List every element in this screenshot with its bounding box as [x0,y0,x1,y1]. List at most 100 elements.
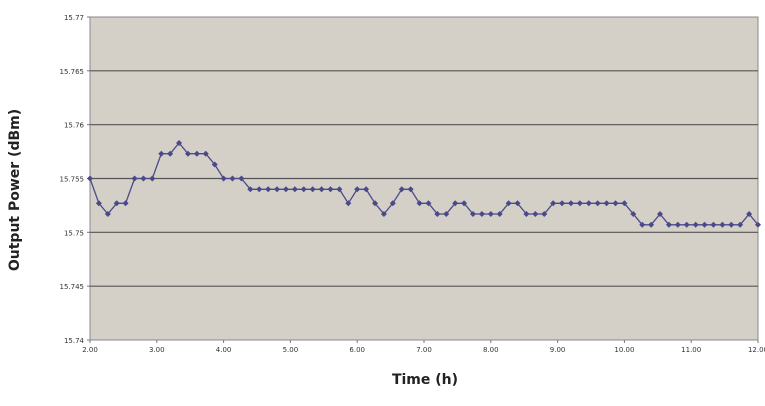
x-tick-label: 8.00 [483,346,499,354]
data-point [701,221,708,228]
data-point [469,211,476,218]
x-tick-label: 4.00 [216,346,232,354]
y-tick-label: 15.77 [64,14,84,22]
data-point [719,221,726,228]
x-tick-label: 5.00 [283,346,299,354]
data-point [167,150,174,157]
y-tick-label: 15.755 [60,176,85,184]
data-point [639,221,646,228]
data-point [683,221,690,228]
y-axis-label-container: Output Power (dBm) [2,60,28,320]
data-point [657,211,664,218]
data-point [728,221,735,228]
data-point [122,200,129,207]
y-tick-label: 15.75 [64,229,84,237]
y-tick-label: 15.765 [60,68,85,76]
data-point [523,211,530,218]
data-point [140,175,147,182]
data-point [612,200,619,207]
data-point [416,200,423,207]
x-tick-label: 9.00 [550,346,566,354]
data-point [220,175,227,182]
data-point [496,211,503,218]
data-point [443,211,450,218]
data-point [104,211,111,218]
data-point [309,186,316,193]
series-line [89,141,759,226]
data-point [113,200,120,207]
data-point [541,211,548,218]
data-point [550,200,557,207]
data-point [737,221,744,228]
data-point [202,150,209,157]
data-point [149,175,156,182]
data-point [158,150,165,157]
data-point [345,200,352,207]
data-point [594,200,601,207]
data-point [176,139,183,146]
data-point [648,221,655,228]
data-point [567,200,574,207]
data-point [603,200,610,207]
data-point [282,186,289,193]
data-point [300,186,307,193]
data-point [336,186,343,193]
data-point [407,186,414,193]
y-axis-ticks: 15.74 15.745 15.75 15.755 15.76 15.765 15.77 [60,14,90,345]
data-point [184,150,191,157]
data-point [247,186,254,193]
x-tick-label: 7.00 [416,346,432,354]
data-point [265,186,272,193]
y-axis-label: Output Power (dBm) [7,108,23,272]
data-point [238,175,245,182]
x-axis-ticks: 2.00 3.00 4.00 5.00 6.00 7.00 8.00 9.00 10.00 11.… [82,340,765,354]
data-point [380,211,387,218]
data-point [193,150,200,157]
data-point [692,221,699,228]
data-point [755,221,761,228]
data-point [461,200,468,207]
data-point [665,221,672,228]
x-tick-label: 3.00 [149,346,165,354]
data-point [318,186,325,193]
data-point [585,200,592,207]
data-point [478,211,485,218]
data-point [674,221,681,228]
data-point [505,200,512,207]
x-tick-label: 11.00 [681,346,701,354]
data-point [87,175,93,182]
x-axis-label: Time (h) [391,372,459,388]
y-tick-label: 15.745 [60,283,85,291]
data-point [363,186,370,193]
data-point [621,200,628,207]
data-point [274,186,281,193]
data-point [131,175,138,182]
x-tick-label: 10.00 [614,346,634,354]
data-point [291,186,298,193]
data-point [425,200,432,207]
x-tick-label: 6.00 [349,346,365,354]
data-point [452,200,459,207]
data-point [389,200,396,207]
series-power [89,141,759,226]
gridlines [90,70,758,287]
x-tick-label: 12.00 [748,346,765,354]
data-point [559,200,566,207]
data-point [514,200,521,207]
series-markers [87,139,761,228]
data-point [256,186,263,193]
data-point [354,186,361,193]
y-tick-label: 15.74 [64,337,85,345]
data-point [327,186,334,193]
data-point [532,211,539,218]
data-point [710,221,717,228]
data-point [746,211,753,218]
data-point [576,200,583,207]
data-point [398,186,405,193]
data-point [372,200,379,207]
data-point [487,211,494,218]
data-point [434,211,441,218]
data-point [211,161,218,168]
